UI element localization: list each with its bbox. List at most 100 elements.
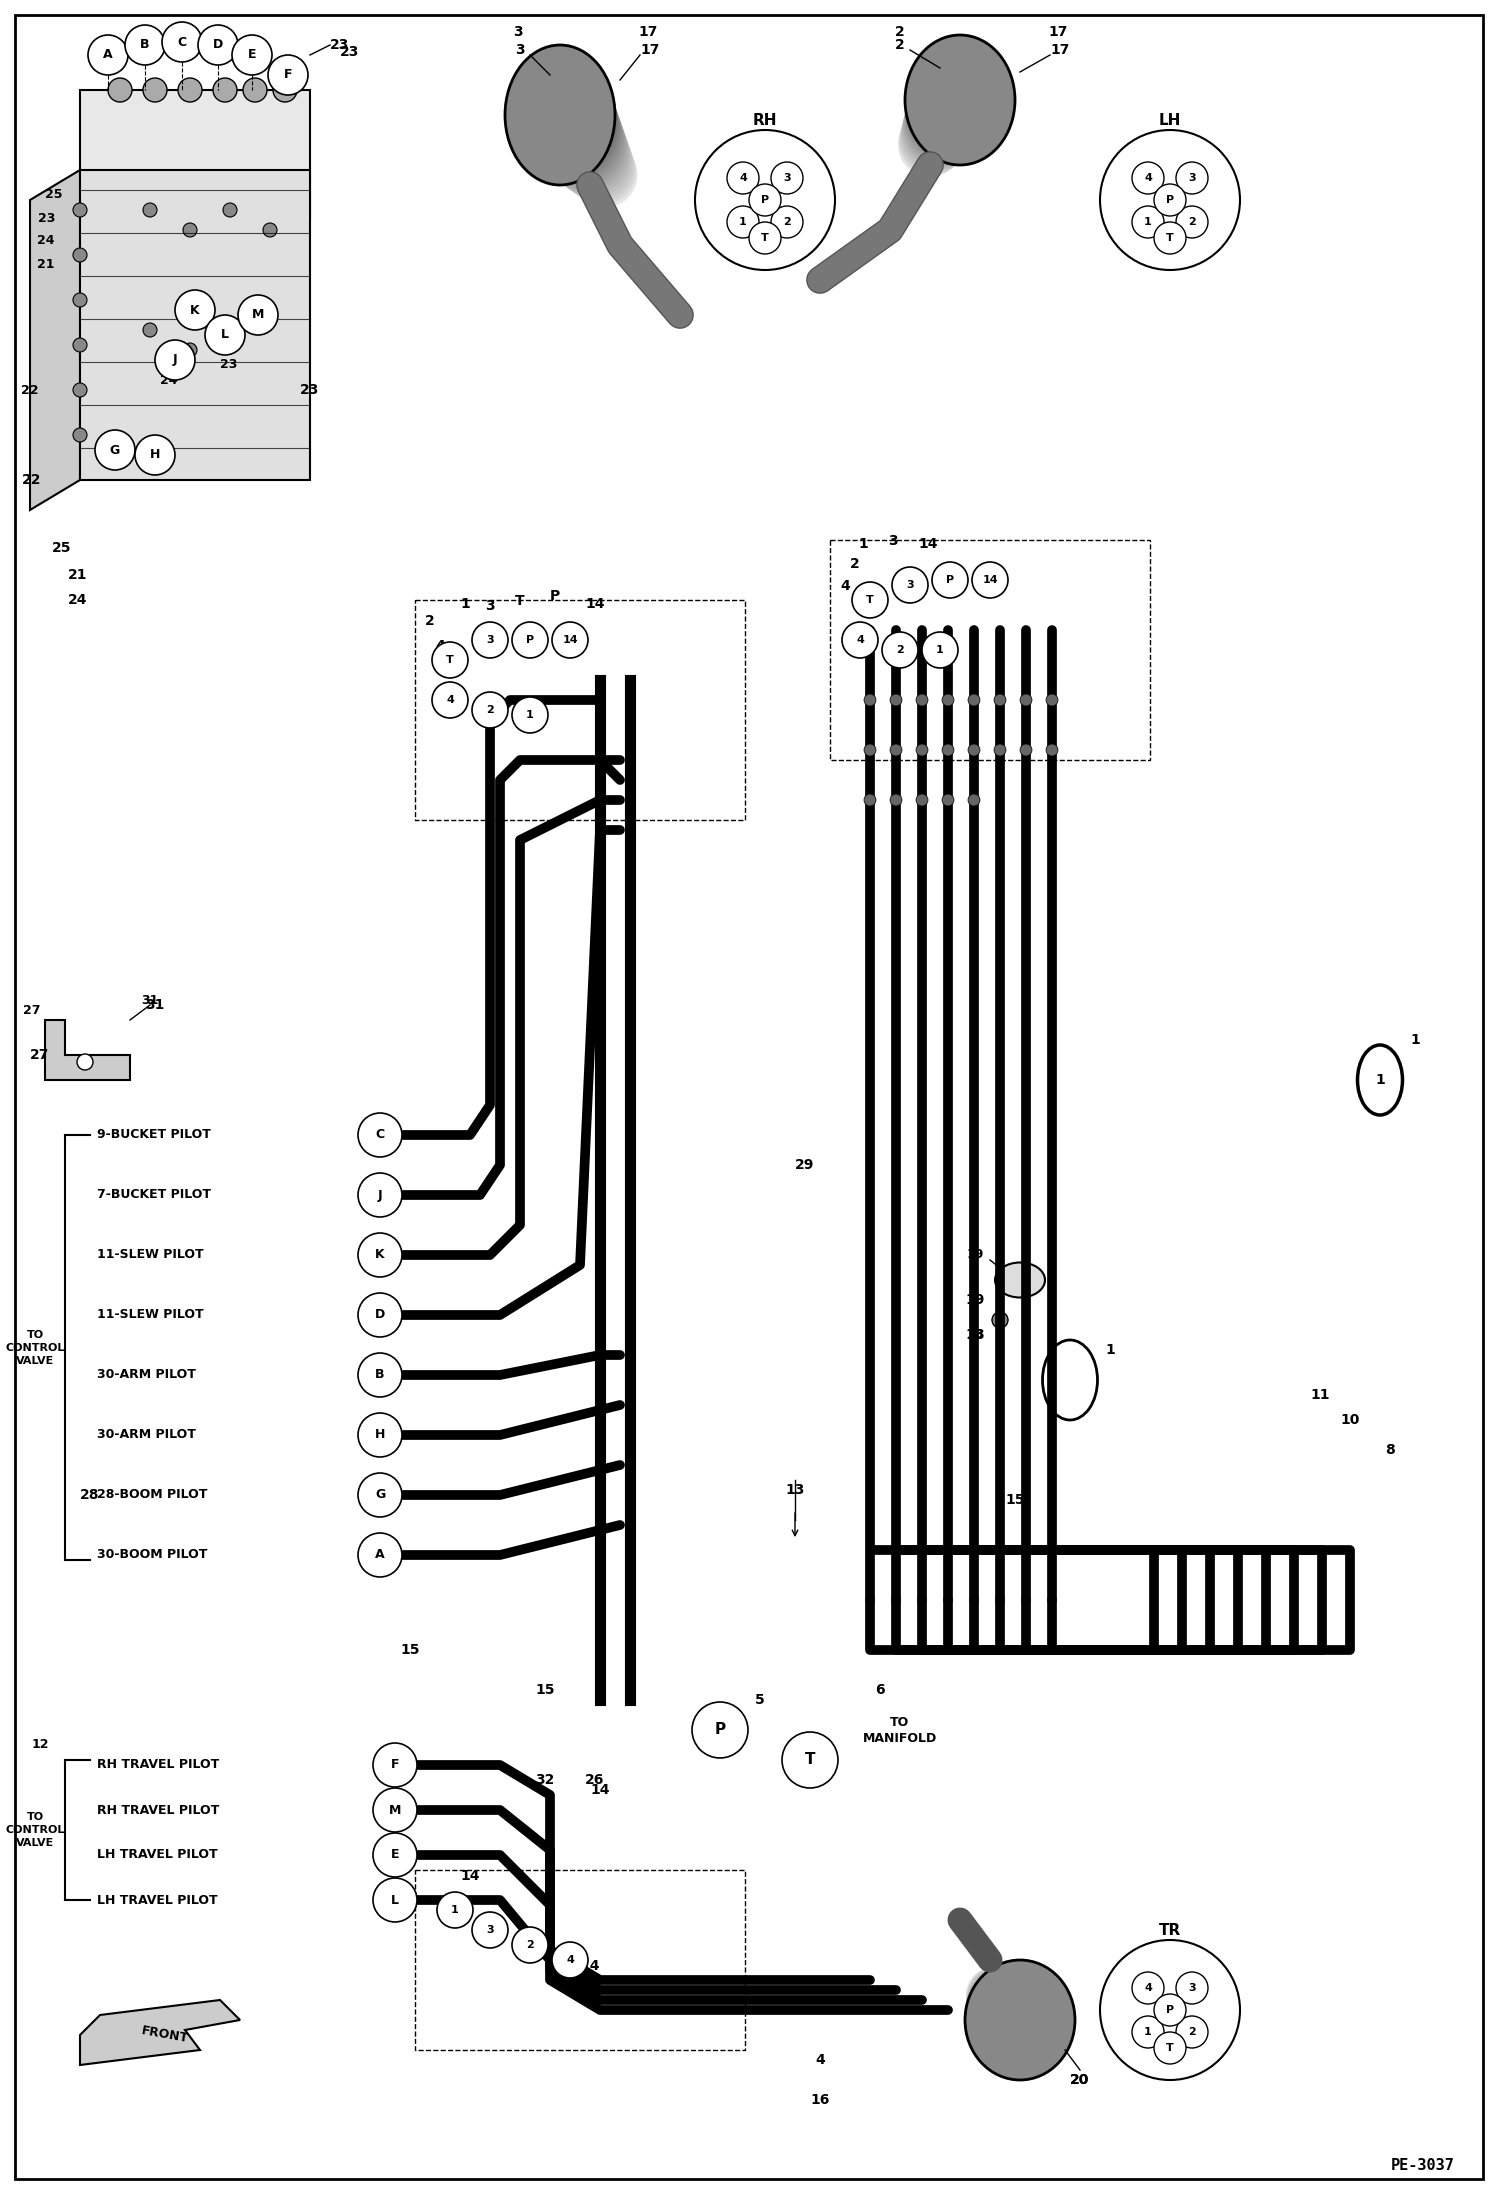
Circle shape: [692, 1703, 748, 1757]
Text: T: T: [446, 656, 454, 665]
Circle shape: [1020, 744, 1032, 757]
Text: 1: 1: [460, 597, 470, 610]
Text: 29: 29: [795, 1158, 815, 1172]
Text: 2: 2: [526, 1939, 533, 1950]
Text: LH: LH: [1159, 114, 1182, 127]
Circle shape: [73, 384, 87, 397]
Circle shape: [900, 105, 968, 173]
Circle shape: [882, 632, 918, 667]
Circle shape: [373, 1742, 416, 1786]
Text: 14: 14: [580, 1959, 599, 1972]
Text: 4: 4: [446, 695, 454, 704]
Circle shape: [971, 1970, 1061, 2060]
Circle shape: [906, 66, 998, 158]
Text: 30-ARM PILOT: 30-ARM PILOT: [97, 1369, 196, 1382]
Text: 2: 2: [783, 217, 791, 226]
Text: 18: 18: [965, 1327, 984, 1343]
Circle shape: [373, 1878, 416, 1922]
Circle shape: [213, 79, 237, 101]
Circle shape: [232, 35, 273, 75]
Circle shape: [897, 114, 962, 178]
Circle shape: [995, 744, 1007, 757]
Text: P: P: [945, 575, 954, 586]
Circle shape: [891, 566, 927, 603]
Text: 1: 1: [1410, 1033, 1420, 1047]
Circle shape: [942, 693, 954, 706]
Text: 4: 4: [566, 1955, 574, 1966]
Text: 25: 25: [52, 542, 72, 555]
Text: 27: 27: [30, 1049, 49, 1062]
Polygon shape: [79, 2001, 240, 2065]
Text: 4: 4: [855, 634, 864, 645]
Circle shape: [568, 136, 637, 204]
Circle shape: [906, 70, 995, 158]
Circle shape: [1132, 206, 1164, 237]
Text: 1: 1: [936, 645, 944, 656]
Text: 14: 14: [562, 634, 578, 645]
Text: 3: 3: [487, 1924, 494, 1935]
Circle shape: [890, 794, 902, 805]
Text: 1: 1: [1144, 2027, 1152, 2036]
Polygon shape: [30, 169, 79, 509]
Circle shape: [968, 794, 980, 805]
Circle shape: [358, 1472, 401, 1516]
Circle shape: [995, 693, 1007, 706]
Text: P: P: [526, 634, 535, 645]
Text: J: J: [377, 1189, 382, 1202]
Circle shape: [1100, 129, 1240, 270]
Circle shape: [154, 340, 195, 380]
Text: 17: 17: [638, 24, 658, 39]
Text: 23: 23: [220, 358, 237, 371]
Text: 30-BOOM PILOT: 30-BOOM PILOT: [97, 1549, 207, 1562]
Circle shape: [112, 432, 127, 448]
Circle shape: [968, 1968, 1037, 2036]
Ellipse shape: [995, 1262, 1046, 1297]
Circle shape: [969, 1970, 1050, 2051]
Text: TO
MANIFOLD: TO MANIFOLD: [863, 1716, 938, 1744]
Circle shape: [969, 1968, 1047, 2047]
Circle shape: [915, 794, 927, 805]
Text: 2: 2: [1188, 217, 1195, 226]
Circle shape: [727, 206, 759, 237]
Text: B: B: [376, 1369, 385, 1382]
Circle shape: [73, 294, 87, 307]
Text: 17: 17: [1049, 24, 1068, 39]
Polygon shape: [79, 90, 310, 219]
Text: 31: 31: [145, 998, 165, 1011]
Text: 21: 21: [69, 568, 88, 581]
Text: B: B: [141, 39, 150, 50]
Circle shape: [551, 623, 589, 658]
Text: K: K: [374, 1248, 385, 1262]
Circle shape: [268, 55, 309, 94]
Text: 17: 17: [640, 44, 659, 57]
Circle shape: [124, 24, 165, 66]
Text: T: T: [804, 1753, 815, 1768]
Text: 14: 14: [983, 575, 998, 586]
Text: 14: 14: [460, 1869, 479, 1882]
Text: 5: 5: [755, 1694, 765, 1707]
Circle shape: [358, 1292, 401, 1336]
Circle shape: [358, 1534, 401, 1577]
Circle shape: [153, 443, 166, 456]
Circle shape: [1132, 2016, 1164, 2047]
Text: P: P: [550, 588, 560, 603]
Circle shape: [76, 1053, 93, 1071]
Text: 26: 26: [586, 1773, 605, 1786]
Text: G: G: [374, 1488, 385, 1501]
Text: T: T: [515, 595, 524, 608]
Text: TR: TR: [1159, 1922, 1180, 1937]
Text: 4: 4: [739, 173, 748, 182]
Circle shape: [273, 79, 297, 101]
Circle shape: [431, 643, 467, 678]
Text: LH TRAVEL PILOT: LH TRAVEL PILOT: [97, 1850, 217, 1861]
Circle shape: [88, 35, 127, 75]
Bar: [830, 540, 1150, 759]
Text: 17: 17: [1050, 44, 1070, 57]
Text: C: C: [177, 35, 187, 48]
Circle shape: [942, 794, 954, 805]
Circle shape: [264, 224, 277, 237]
Text: E: E: [391, 1850, 400, 1861]
Circle shape: [183, 224, 198, 237]
Circle shape: [205, 316, 246, 355]
Circle shape: [175, 290, 216, 329]
